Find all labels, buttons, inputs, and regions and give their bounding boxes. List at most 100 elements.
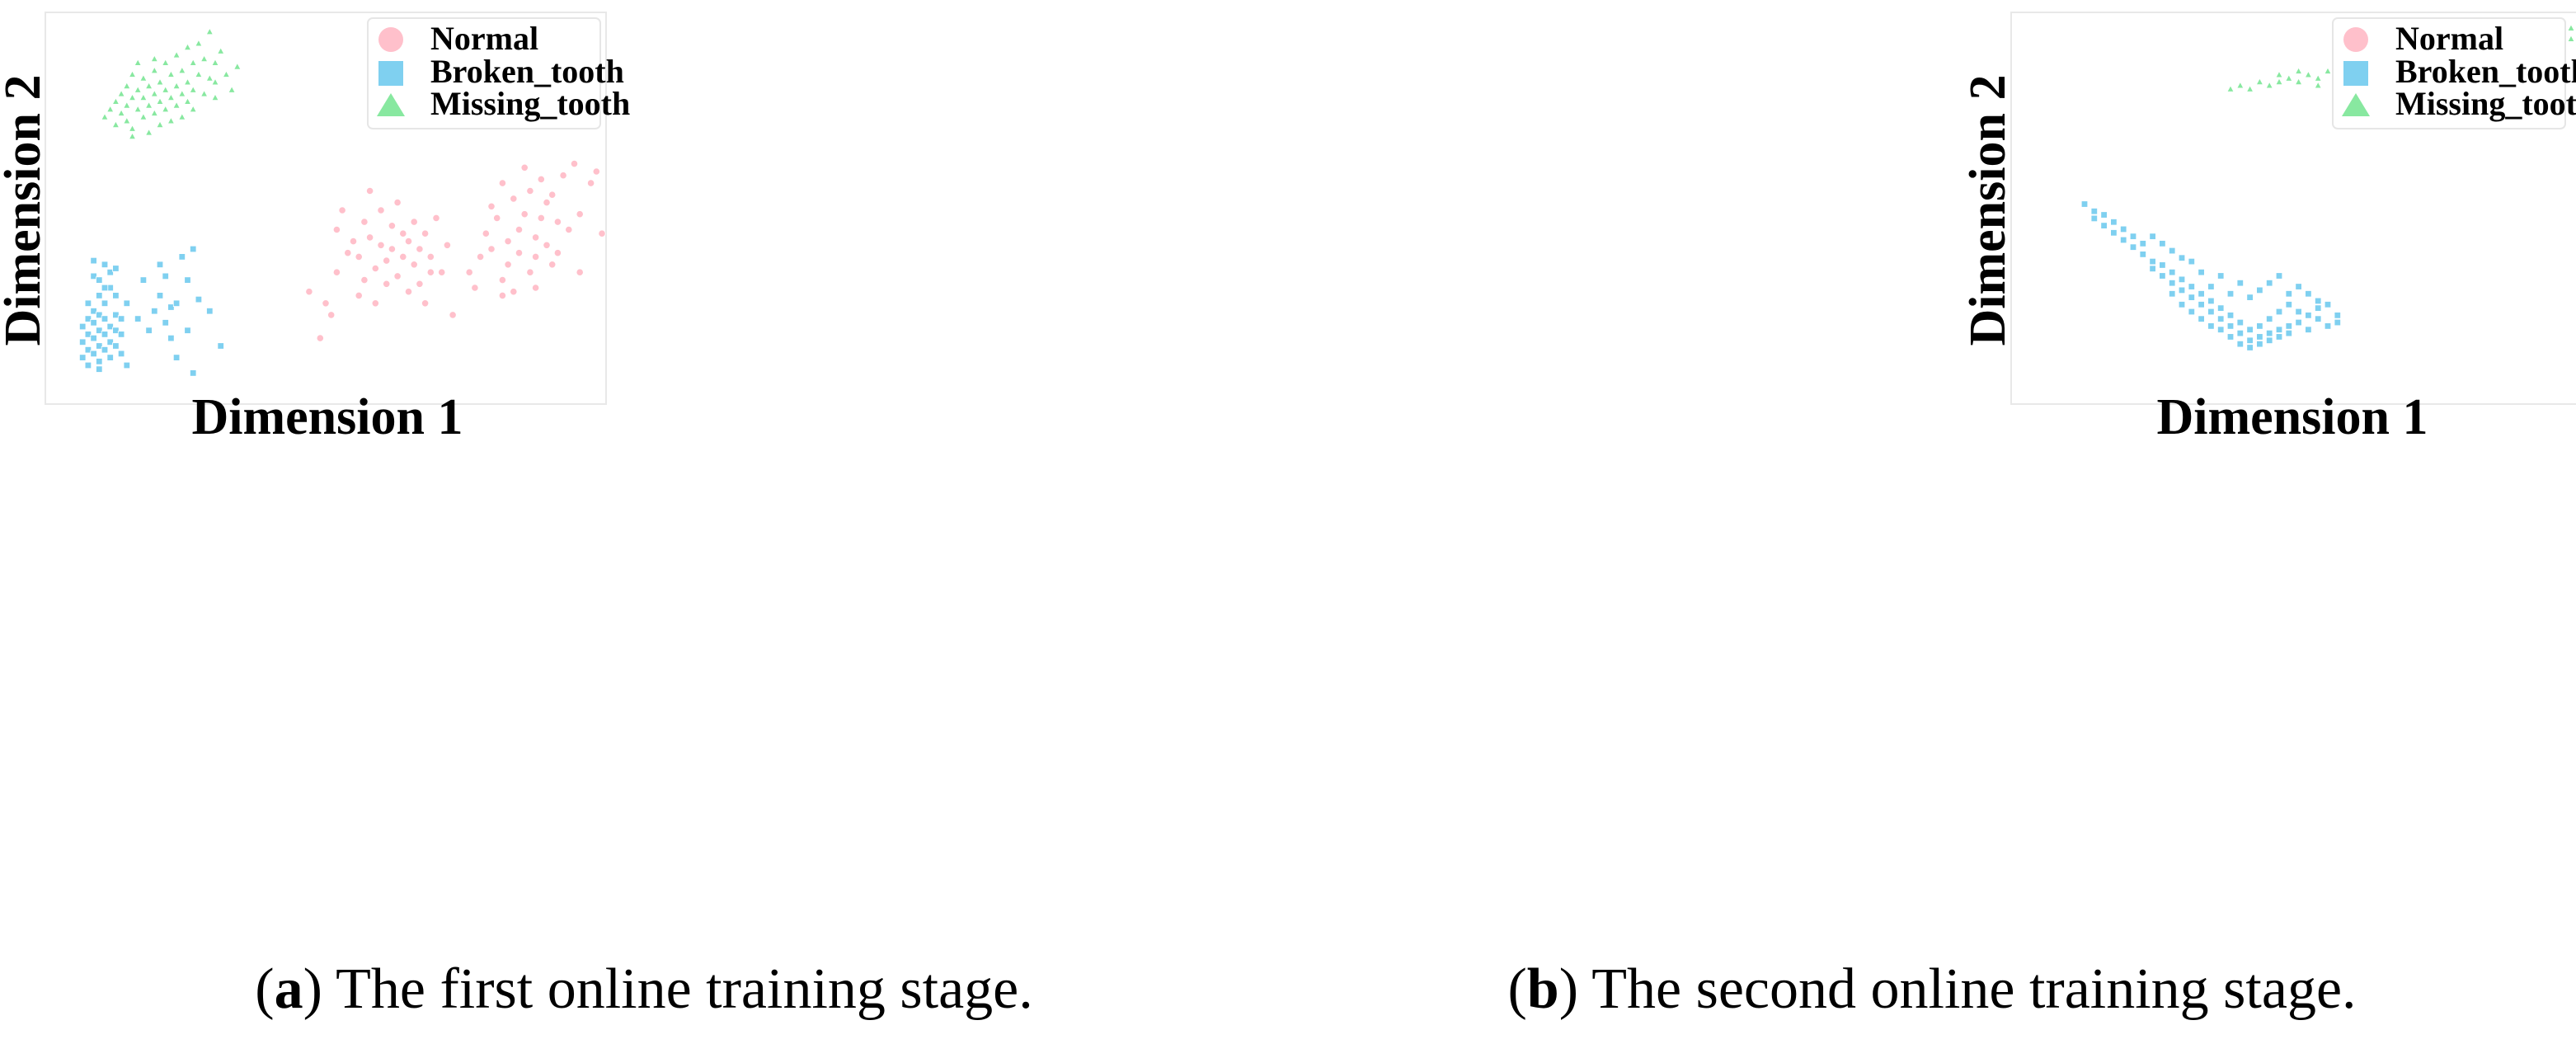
point-broken-tooth [2159, 261, 2166, 269]
point-broken-tooth [79, 338, 87, 346]
point-broken-tooth [101, 299, 109, 307]
point-normal [322, 299, 330, 308]
point-normal [410, 218, 418, 226]
point-broken-tooth [2285, 301, 2292, 308]
point-broken-tooth [189, 369, 197, 377]
point-missing-tooth [167, 70, 176, 78]
legend-label-missing-tooth: Missing_tooth [2395, 85, 2576, 122]
point-broken-tooth [90, 350, 97, 358]
point-broken-tooth [112, 342, 120, 350]
point-broken-tooth [2226, 333, 2235, 341]
point-normal [426, 268, 435, 276]
point-missing-tooth [144, 128, 153, 136]
point-broken-tooth [172, 299, 181, 307]
point-normal [565, 225, 573, 234]
point-normal [543, 199, 551, 207]
plot-area-border [45, 12, 607, 405]
point-normal [399, 229, 407, 237]
point-normal [388, 222, 396, 230]
point-missing-tooth [162, 59, 170, 66]
point-broken-tooth [2246, 344, 2254, 351]
point-missing-tooth [2304, 70, 2313, 78]
point-normal [399, 252, 407, 261]
point-normal [510, 288, 518, 296]
point-broken-tooth [2256, 333, 2263, 341]
legend-marker-broken-tooth [2343, 61, 2368, 86]
point-broken-tooth [2149, 265, 2156, 272]
point-missing-tooth [111, 97, 120, 105]
point-broken-tooth [2236, 329, 2244, 337]
point-missing-tooth [2226, 84, 2235, 92]
point-missing-tooth [123, 82, 131, 89]
point-normal [449, 311, 457, 319]
point-broken-tooth [162, 319, 169, 327]
legend-label-broken-tooth: Broken_tooth [430, 53, 624, 90]
point-missing-tooth [106, 105, 115, 113]
point-broken-tooth [2188, 294, 2195, 301]
point-normal [548, 261, 557, 269]
point-broken-tooth [2285, 290, 2292, 298]
point-broken-tooth [195, 295, 203, 303]
point-normal [498, 275, 507, 284]
point-missing-tooth [211, 78, 219, 86]
point-missing-tooth [162, 85, 170, 93]
point-missing-tooth [211, 59, 219, 66]
point-broken-tooth [123, 361, 130, 369]
point-normal [526, 268, 534, 276]
point-broken-tooth [2168, 268, 2176, 276]
legend-marker-normal [2343, 27, 2368, 52]
point-broken-tooth [145, 327, 153, 334]
x-axis-title: Dimension 1 [2157, 389, 2428, 445]
point-normal [344, 249, 352, 257]
point-broken-tooth [151, 307, 158, 315]
point-missing-tooth [178, 112, 186, 120]
point-broken-tooth [2119, 225, 2127, 233]
point-broken-tooth [2246, 326, 2254, 333]
point-missing-tooth [128, 70, 137, 78]
point-broken-tooth [134, 315, 142, 322]
point-normal [515, 249, 524, 257]
point-broken-tooth [101, 346, 109, 354]
point-normal [421, 299, 430, 308]
point-missing-tooth [2567, 24, 2575, 31]
point-normal [377, 241, 385, 249]
point-missing-tooth [123, 116, 131, 125]
point-broken-tooth [2256, 286, 2263, 294]
point-broken-tooth [2217, 304, 2225, 312]
point-broken-tooth [2295, 308, 2302, 316]
point-broken-tooth [96, 342, 103, 350]
legend-marker-normal [378, 27, 403, 52]
point-normal [520, 210, 529, 219]
point-broken-tooth [112, 265, 120, 272]
point-normal [570, 160, 579, 168]
point-broken-tooth [2139, 240, 2146, 247]
point-broken-tooth [2178, 286, 2186, 294]
point-missing-tooth [134, 59, 142, 66]
point-missing-tooth [172, 50, 181, 59]
point-broken-tooth [90, 307, 97, 315]
point-broken-tooth [172, 354, 181, 361]
point-broken-tooth [2129, 243, 2137, 251]
point-missing-tooth [162, 105, 170, 113]
point-missing-tooth [205, 27, 214, 35]
point-broken-tooth [96, 365, 103, 373]
caption-letter: b [1526, 957, 1559, 1021]
point-broken-tooth [178, 253, 186, 261]
point-broken-tooth [2198, 268, 2205, 276]
point-normal [443, 241, 452, 249]
point-broken-tooth [90, 272, 97, 280]
point-broken-tooth [2266, 315, 2273, 322]
point-broken-tooth [84, 331, 92, 338]
point-broken-tooth [2119, 236, 2127, 244]
point-normal [360, 218, 369, 226]
point-normal [432, 214, 440, 222]
point-broken-tooth [2334, 312, 2341, 319]
point-missing-tooth [172, 101, 181, 109]
point-missing-tooth [178, 66, 186, 74]
point-normal [487, 202, 496, 210]
point-normal [327, 311, 336, 319]
point-broken-tooth [156, 261, 164, 268]
point-broken-tooth [2295, 318, 2302, 327]
point-normal [365, 233, 374, 242]
point-broken-tooth [2188, 257, 2195, 266]
